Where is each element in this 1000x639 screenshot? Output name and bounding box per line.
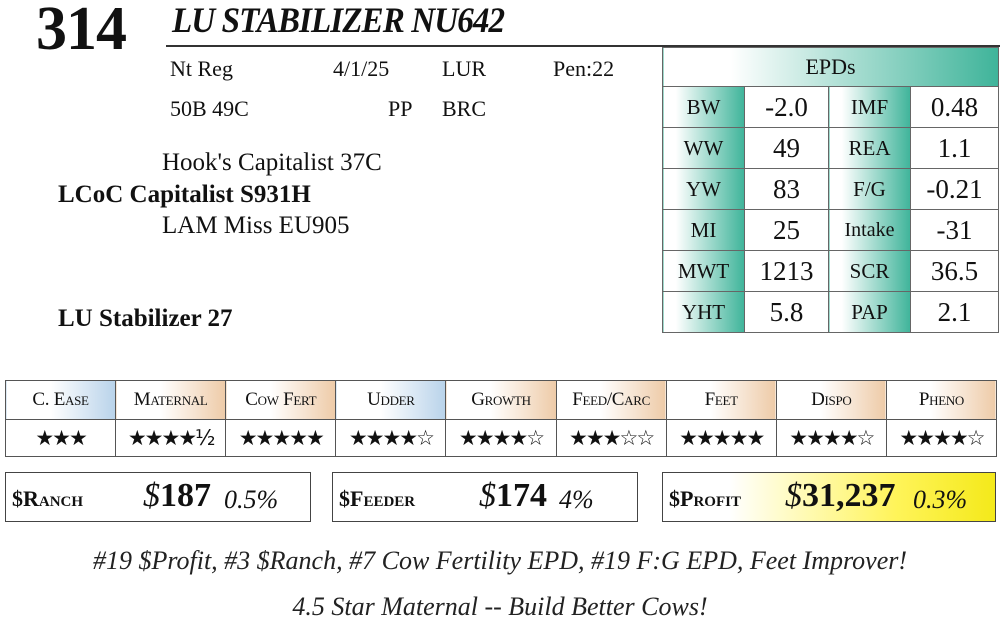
trait-name-phenotype: Pheno [885, 380, 998, 420]
epd-label: IMF [828, 86, 911, 128]
feeder-index-value: $174 [479, 477, 547, 514]
epd-label: Intake [828, 209, 911, 251]
epd-title: EPDs [662, 47, 999, 87]
pedigree-sire-dam: LAM Miss EU905 [162, 212, 350, 239]
epd-row: WW 49 REA 1.1 [662, 127, 999, 169]
epd-table: EPDs BW -2.0 IMF 0.48 WW 49 REA 1.1 YW 8… [662, 47, 999, 333]
epd-row: BW -2.0 IMF 0.48 [662, 86, 999, 128]
epd-value: 1.1 [910, 127, 999, 169]
feeder-index-box: $Feeder $174 4% [332, 472, 638, 522]
polled-status: PP [388, 96, 413, 121]
star-rating: ★★★★★ [225, 419, 337, 457]
epd-value: 83 [744, 168, 829, 210]
breeder-code: LUR [442, 56, 486, 81]
epd-row: YHT 5.8 PAP 2.1 [662, 291, 999, 333]
birth-date: 4/1/25 [333, 56, 390, 81]
epd-value: 5.8 [744, 291, 829, 333]
epd-value: 25 [744, 209, 829, 251]
epd-value: 1213 [744, 250, 829, 292]
lot-number: 314 [36, 0, 127, 63]
epd-value: 0.48 [910, 86, 999, 128]
trait-name-cow-fertility: Cow Fert [225, 380, 337, 420]
epd-label: REA [828, 127, 911, 169]
bull-name: LU STABILIZER NU642 [172, 0, 505, 40]
star-rating: ★★★★☆ [445, 419, 557, 457]
epd-value: 2.1 [910, 291, 999, 333]
epd-label: YHT [662, 291, 745, 333]
star-rating: ★★★ [4, 419, 117, 457]
star-rating: ★★★★☆ [775, 419, 887, 457]
ranch-index-box: $Ranch $187 0.5% [5, 472, 311, 522]
epd-label: MWT [662, 250, 745, 292]
profit-index-box: $Profit $31,237 0.3% [662, 472, 996, 522]
star-rating: ★★★★☆ [335, 419, 447, 457]
epd-value: -0.21 [910, 168, 999, 210]
genetic-markers: 50B 49C [170, 96, 249, 121]
ranch-index-label: $Ranch [12, 486, 84, 511]
epd-label: F/G [828, 168, 911, 210]
trait-name-disposition: Dispo [775, 380, 887, 420]
epd-label: WW [662, 127, 745, 169]
highlight-note-2: 4.5 Star Maternal -- Build Better Cows! [292, 592, 708, 621]
epd-value: 49 [744, 127, 829, 169]
epd-panel: EPDs BW -2.0 IMF 0.48 WW 49 REA 1.1 YW 8… [662, 47, 999, 339]
epd-value: 36.5 [910, 250, 999, 292]
epd-label: BW [662, 86, 745, 128]
profit-index-percentile: 0.3% [913, 485, 968, 514]
pedigree-sire: LCoC Capitalist S931H [58, 181, 311, 208]
epd-row: YW 83 F/G -0.21 [662, 168, 999, 210]
trait-name-feet: Feet [665, 380, 777, 420]
registration-type: Nt Reg [170, 56, 233, 81]
highlight-note-1: #19 $Profit, #3 $Ranch, #7 Cow Fertility… [92, 546, 908, 575]
trait-name-calving-ease: C. Ease [4, 380, 117, 420]
coat-code: BRC [442, 96, 487, 121]
trait-name-growth: Growth [445, 380, 557, 420]
epd-label: YW [662, 168, 745, 210]
profit-index-value: $31,237 [785, 477, 896, 514]
ranch-index-value: $187 [143, 477, 211, 514]
epd-value: -2.0 [744, 86, 829, 128]
trait-name-maternal: Maternal [115, 380, 227, 420]
trait-stars-row: ★★★ ★★★★½ ★★★★★ ★★★★☆ ★★★★☆ ★★★☆☆ ★★★★★ … [4, 419, 998, 457]
epd-row: MWT 1213 SCR 36.5 [662, 250, 999, 292]
star-rating: ★★★★☆ [885, 419, 998, 457]
pen-number: Pen:22 [553, 56, 615, 81]
ranch-index-percentile: 0.5% [224, 485, 279, 514]
trait-name-udder: Udder [335, 380, 447, 420]
pedigree-dam-sire: LU Stabilizer 27 [58, 305, 233, 332]
epd-label: MI [662, 209, 745, 251]
feeder-index-percentile: 4% [559, 485, 594, 514]
profit-index-label: $Profit [669, 486, 741, 511]
trait-name-feed-carcass: Feed/Carc [555, 380, 667, 420]
epd-label: SCR [828, 250, 911, 292]
star-rating: ★★★★★ [665, 419, 777, 457]
trait-names-row: C. Ease Maternal Cow Fert Udder Growth F… [4, 380, 998, 420]
epd-label: PAP [828, 291, 911, 333]
header-divider [166, 45, 1000, 47]
star-rating: ★★★☆☆ [555, 419, 667, 457]
trait-ratings-table: C. Ease Maternal Cow Fert Udder Growth F… [4, 380, 998, 457]
epd-value: -31 [910, 209, 999, 251]
pedigree-sire-sire: Hook's Capitalist 37C [162, 149, 382, 176]
feeder-index-label: $Feeder [339, 486, 416, 511]
epd-row: MI 25 Intake -31 [662, 209, 999, 251]
trait-ratings-panel: C. Ease Maternal Cow Fert Udder Growth F… [4, 380, 998, 457]
star-rating: ★★★★½ [115, 419, 227, 457]
